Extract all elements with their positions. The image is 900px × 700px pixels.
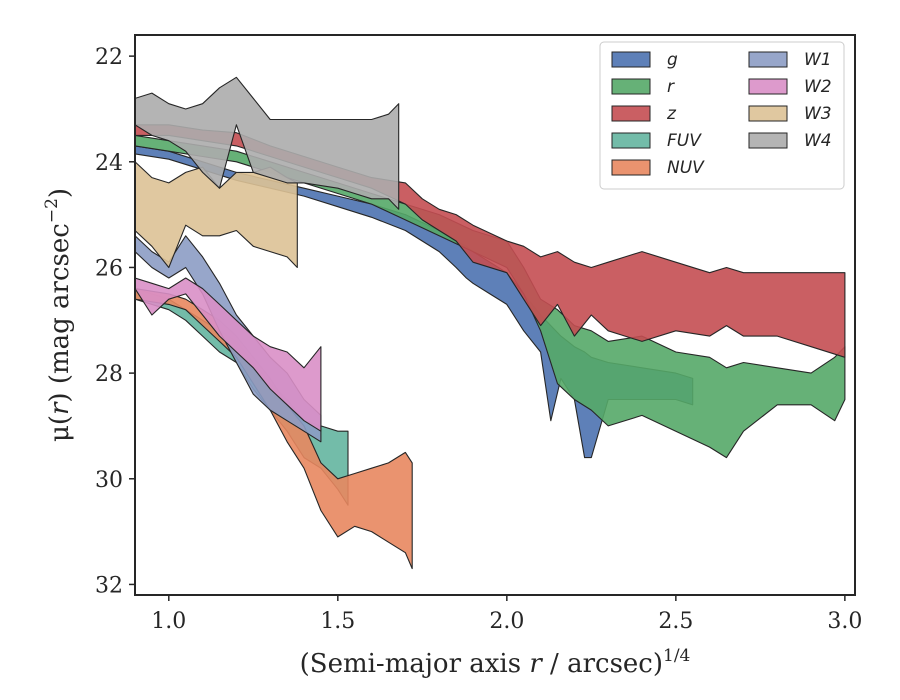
legend-swatch-w2 [748, 78, 788, 95]
legend-label-nuv: NUV [667, 158, 705, 178]
legend-swatch-nuv [611, 159, 651, 176]
plot-frame [134, 34, 856, 596]
band-w2 [135, 277, 322, 432]
legend-label-g: g [667, 50, 678, 70]
legend-swatch-g [611, 51, 651, 68]
band-nuv [135, 288, 413, 570]
legend-label-fuv: FUV [667, 131, 702, 151]
y-tick-label: 28 [95, 362, 123, 387]
y-axis-label: μ(r) (mag arcsec−2) [42, 188, 75, 442]
series-bands [135, 76, 846, 570]
legend-swatch-w4 [748, 132, 788, 149]
legend-label-r: r [667, 77, 675, 97]
legend-swatch-fuv [611, 132, 651, 149]
y-axis-ticks: 22 24 26 28 30 32 [95, 45, 135, 598]
legend-label-w3: W3 [804, 104, 832, 124]
band-z [135, 124, 846, 358]
x-tick-label: 2.5 [658, 609, 693, 634]
legend-swatch-w1 [748, 51, 788, 68]
y-tick-label: 32 [95, 573, 123, 598]
y-tick-label: 22 [95, 45, 123, 70]
legend-swatch-w3 [748, 105, 788, 122]
band-w3 [135, 161, 298, 269]
legend-swatch-z [611, 105, 651, 122]
x-axis-ticks: 1.0 1.5 2.0 2.5 3.0 [151, 595, 862, 634]
x-tick-label: 3.0 [827, 609, 862, 634]
legend: grz FUV NUV W1 W2 W3 W4 [599, 41, 845, 190]
y-tick-label: 24 [95, 151, 123, 176]
y-tick-label: 30 [95, 468, 123, 493]
legend-label-w1: W1 [804, 50, 832, 70]
x-tick-label: 1.0 [151, 609, 186, 634]
legend-label-w2: W2 [804, 77, 832, 97]
x-tick-label: 2.0 [489, 609, 524, 634]
x-tick-label: 1.5 [320, 609, 355, 634]
band-w4 [135, 76, 400, 210]
legend-swatch-r [611, 78, 651, 95]
y-tick-label: 26 [95, 256, 123, 281]
legend-label-w4: W4 [804, 131, 832, 151]
legend-label-z: z [666, 104, 677, 124]
x-axis-label: (Semi-major axis r / arcsec)1/4 [300, 646, 691, 679]
